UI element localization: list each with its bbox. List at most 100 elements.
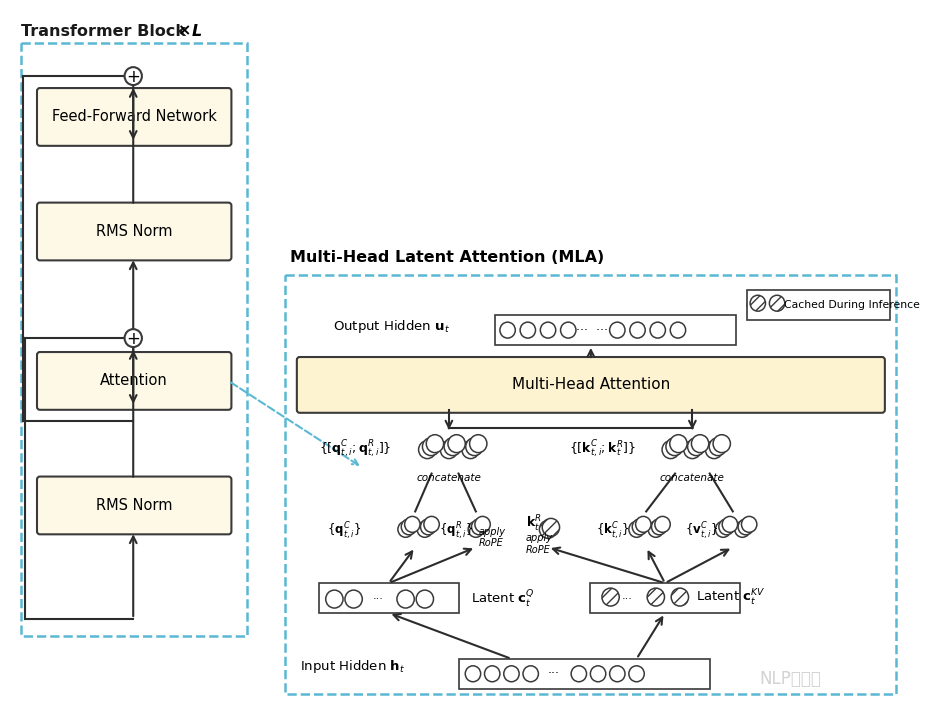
Bar xyxy=(590,583,740,613)
Bar xyxy=(21,43,247,636)
Circle shape xyxy=(542,518,560,536)
Circle shape xyxy=(629,521,644,537)
Circle shape xyxy=(462,441,480,459)
Circle shape xyxy=(706,441,723,459)
Circle shape xyxy=(469,435,487,453)
Text: apply
RoPE: apply RoPE xyxy=(526,534,552,555)
Circle shape xyxy=(427,435,444,453)
Text: RMS Norm: RMS Norm xyxy=(96,498,172,513)
Circle shape xyxy=(662,441,679,459)
Text: RMS Norm: RMS Norm xyxy=(96,224,172,239)
Circle shape xyxy=(747,297,762,313)
Text: Latent $\mathbf{c}^{KV}_t$: Latent $\mathbf{c}^{KV}_t$ xyxy=(696,588,766,608)
FancyBboxPatch shape xyxy=(37,88,232,146)
Circle shape xyxy=(440,441,458,459)
Circle shape xyxy=(405,516,420,532)
Circle shape xyxy=(684,441,701,459)
Circle shape xyxy=(484,666,499,682)
Text: concatenate: concatenate xyxy=(416,472,482,482)
Text: ···  ···: ··· ··· xyxy=(576,323,608,337)
Circle shape xyxy=(609,322,625,338)
Circle shape xyxy=(671,322,686,338)
Circle shape xyxy=(471,519,487,535)
Circle shape xyxy=(398,521,413,537)
Circle shape xyxy=(715,521,731,537)
Circle shape xyxy=(710,438,727,456)
Circle shape xyxy=(750,295,765,311)
Circle shape xyxy=(465,666,481,682)
Circle shape xyxy=(647,588,664,606)
Text: concatenate: concatenate xyxy=(660,472,725,482)
Circle shape xyxy=(444,438,462,456)
Circle shape xyxy=(742,516,757,532)
Circle shape xyxy=(602,588,620,606)
FancyBboxPatch shape xyxy=(297,357,885,413)
Circle shape xyxy=(540,322,555,338)
Text: Transformer Block: Transformer Block xyxy=(21,24,191,39)
Circle shape xyxy=(692,435,709,453)
Circle shape xyxy=(401,519,416,535)
Circle shape xyxy=(421,519,436,535)
Circle shape xyxy=(652,519,667,535)
Circle shape xyxy=(599,590,617,608)
Circle shape xyxy=(609,666,625,682)
Circle shape xyxy=(735,521,750,537)
Text: $\{[\mathbf{q}^C_{t,i};\mathbf{q}^R_{t,i}]\}$: $\{[\mathbf{q}^C_{t,i};\mathbf{q}^R_{t,i… xyxy=(319,439,392,460)
Text: Multi-Head Attention: Multi-Head Attention xyxy=(512,377,670,392)
Circle shape xyxy=(465,438,483,456)
Circle shape xyxy=(769,295,785,311)
FancyBboxPatch shape xyxy=(37,477,232,534)
Circle shape xyxy=(571,666,587,682)
Text: $\{\mathbf{q}^R_{t,i}\}$: $\{\mathbf{q}^R_{t,i}\}$ xyxy=(439,521,473,542)
Bar xyxy=(460,659,710,689)
Circle shape xyxy=(423,438,440,456)
Bar xyxy=(747,290,889,320)
Circle shape xyxy=(632,519,648,535)
FancyBboxPatch shape xyxy=(37,202,232,261)
Circle shape xyxy=(666,438,683,456)
Bar xyxy=(495,315,736,345)
Text: $\{[\mathbf{k}^C_{t,i};\mathbf{k}^R_t]\}$: $\{[\mathbf{k}^C_{t,i};\mathbf{k}^R_t]\}… xyxy=(569,439,636,460)
Text: apply
RoPE: apply RoPE xyxy=(479,526,506,548)
Circle shape xyxy=(629,666,644,682)
Circle shape xyxy=(504,666,519,682)
Text: Feed-Forward Network: Feed-Forward Network xyxy=(52,109,217,125)
Circle shape xyxy=(644,590,661,608)
Circle shape xyxy=(520,322,535,338)
Circle shape xyxy=(424,516,439,532)
Circle shape xyxy=(672,588,689,606)
Circle shape xyxy=(766,297,782,313)
Bar xyxy=(319,583,459,613)
Circle shape xyxy=(345,590,362,608)
Circle shape xyxy=(416,590,433,608)
Circle shape xyxy=(125,67,142,85)
Text: $\{\mathbf{k}^C_{t,i}\}$: $\{\mathbf{k}^C_{t,i}\}$ xyxy=(596,521,630,542)
Text: Input Hidden $\mathbf{h}_t$: Input Hidden $\mathbf{h}_t$ xyxy=(300,658,405,675)
Circle shape xyxy=(655,516,671,532)
Circle shape xyxy=(417,521,432,537)
Text: $\mathbf{k}^R_t$: $\mathbf{k}^R_t$ xyxy=(526,514,541,534)
Text: Cached During Inference: Cached During Inference xyxy=(784,300,920,310)
Circle shape xyxy=(719,519,734,535)
Circle shape xyxy=(397,590,414,608)
Text: ···: ··· xyxy=(548,667,560,680)
Circle shape xyxy=(636,516,651,532)
Text: +: + xyxy=(127,330,140,348)
Circle shape xyxy=(630,322,645,338)
Text: $\{\mathbf{q}^C_{t,i}\}$: $\{\mathbf{q}^C_{t,i}\}$ xyxy=(326,521,360,542)
Circle shape xyxy=(325,590,343,608)
Circle shape xyxy=(448,435,465,453)
Circle shape xyxy=(499,322,516,338)
Circle shape xyxy=(738,519,754,535)
Text: ···: ··· xyxy=(622,594,632,604)
Text: +: + xyxy=(127,68,140,86)
Circle shape xyxy=(561,322,576,338)
Circle shape xyxy=(125,329,142,347)
Bar xyxy=(286,275,897,693)
Circle shape xyxy=(418,441,436,459)
Circle shape xyxy=(670,435,687,453)
Circle shape xyxy=(475,516,490,532)
Text: Latent $\mathbf{c}^Q_t$: Latent $\mathbf{c}^Q_t$ xyxy=(471,588,534,610)
Text: ×: × xyxy=(178,24,191,39)
Circle shape xyxy=(650,322,665,338)
